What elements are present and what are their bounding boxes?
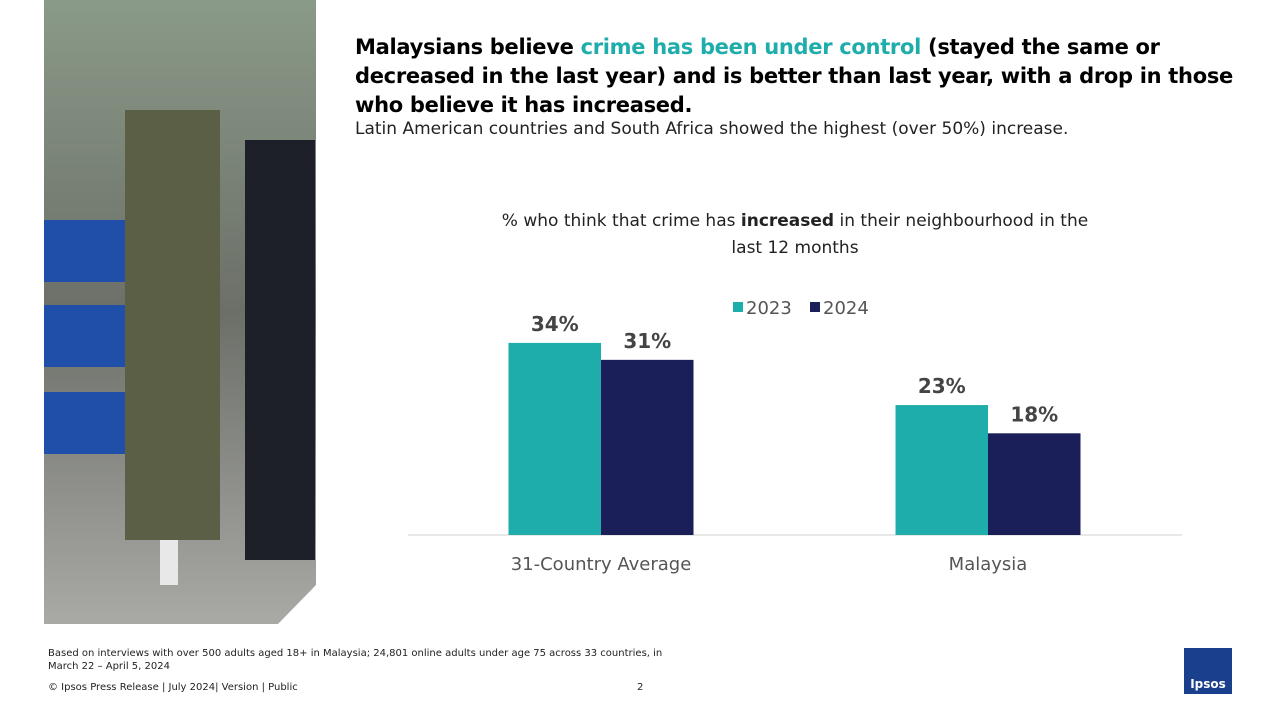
value-label: 18% <box>1010 402 1058 426</box>
value-label: 31% <box>623 329 671 353</box>
photo <box>44 0 316 624</box>
headline-text: (stayed the same or decreased in the las… <box>355 35 1233 117</box>
headline-text: Malaysians believe <box>355 35 581 59</box>
footnote: Based on interviews with over 500 adults… <box>48 648 663 672</box>
chart-title-text: % who think that crime has <box>501 211 736 231</box>
chart-title-bold: increased <box>740 211 835 231</box>
headline-highlight: crime has been under control <box>580 35 922 59</box>
chart-title: % who think that crime has increased in … <box>495 208 1095 262</box>
value-label: 34% <box>531 312 579 336</box>
legend-swatch <box>810 302 820 312</box>
value-label: 23% <box>918 374 966 398</box>
legend-swatch <box>733 302 743 312</box>
headline: Malaysians believe crime has been under … <box>355 33 1255 120</box>
bar <box>895 405 988 535</box>
bar <box>601 359 694 535</box>
chart-title-text: in their neighbourhood in the last 12 mo… <box>731 211 1089 258</box>
bar <box>508 342 601 535</box>
copyright: © Ipsos Press Release | July 2024| Versi… <box>48 682 298 693</box>
legend-label: 2024 <box>823 298 869 319</box>
x-tick-label: Malaysia <box>949 554 1028 575</box>
bar <box>988 433 1081 535</box>
page-number: 2 <box>637 682 644 693</box>
x-tick-label: 31-Country Average <box>511 554 692 575</box>
subtitle: Latin American countries and South Afric… <box>355 119 1069 139</box>
legend-label: 2023 <box>746 298 792 319</box>
logo: Ipsos <box>1184 648 1232 694</box>
